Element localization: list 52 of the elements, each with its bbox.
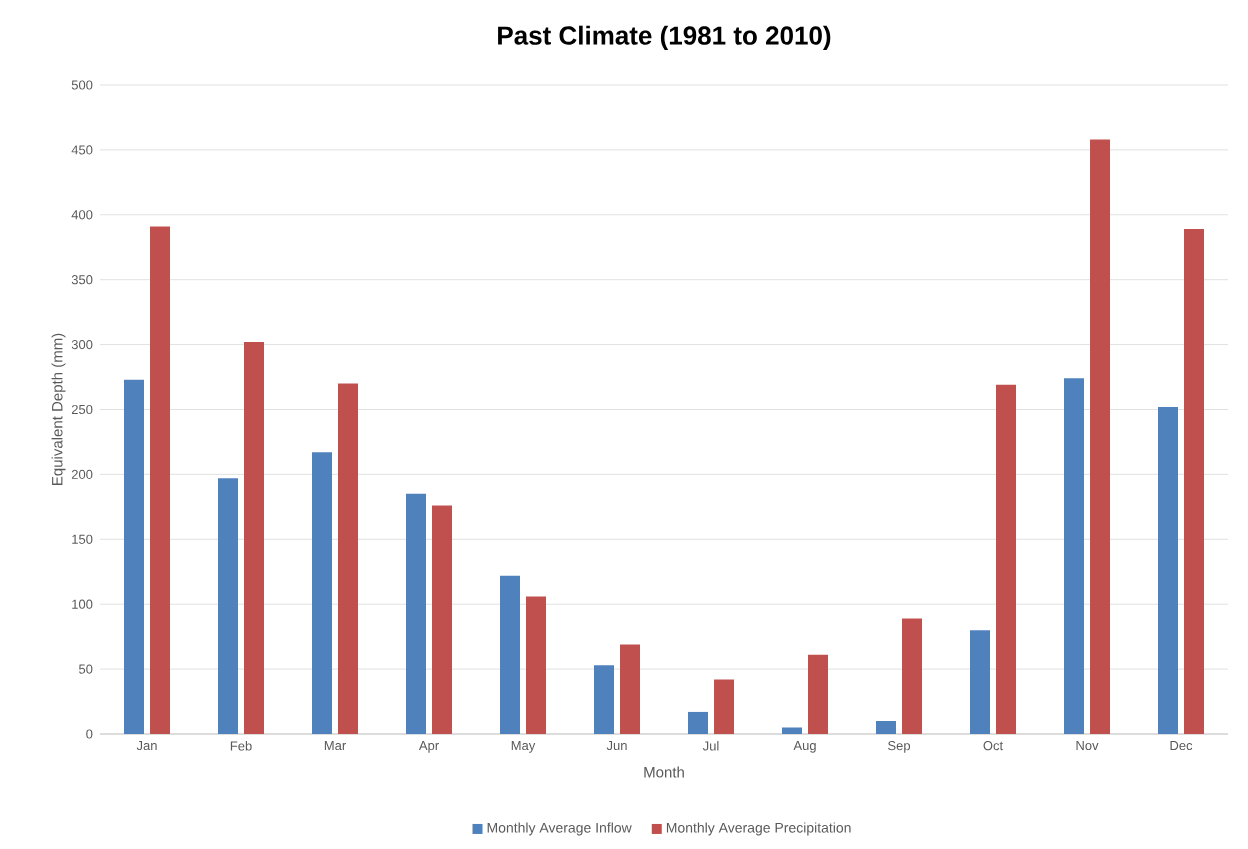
y-tick-label: 50 [79,664,93,674]
bar [714,679,735,734]
x-axis-title: Month [644,766,684,778]
x-tick-label: Oct [983,741,1004,751]
y-tick-label: 0 [86,729,93,739]
bar [688,711,709,734]
bar [124,379,144,734]
x-tick-label: May [511,741,536,753]
bar [1090,139,1111,734]
y-tick-label: 250 [71,404,93,415]
bar [620,644,641,734]
x-tick-label: Sep [888,741,911,753]
bar [526,596,547,734]
y-tick-label: 300 [71,340,93,350]
bar [500,575,520,734]
y-tick-label: 400 [71,210,93,220]
x-tick-label: Jan [136,741,157,751]
y-tick-label: 200 [71,469,93,479]
x-tick-label: Mar [324,741,346,751]
legend-label: Monthly Average Inflow [487,822,632,836]
bar [1064,378,1085,734]
legend-label: Monthly Average Precipitation [666,822,851,836]
y-tick-label: 150 [72,534,93,544]
x-tick-label: Apr [418,741,439,753]
bar [1184,229,1205,734]
bar [432,505,453,734]
bar [150,226,171,734]
x-tick-label: Jun [606,741,627,751]
y-tick-label: 350 [71,275,93,285]
bar [902,618,923,734]
x-tick-label: Dec [1170,741,1193,751]
bar [996,384,1017,734]
bar [218,478,239,734]
x-tick-label: Nov [1076,741,1099,751]
x-tick-label: Aug [793,741,816,753]
bar [808,654,828,734]
x-tick-label: Jul [702,741,719,751]
bar [876,721,897,734]
chart-title: Past Climate (1981 to 2010) [498,25,831,50]
x-tick-label: Feb [230,741,252,751]
y-axis-title: Equivalent Depth (mm) [51,333,66,485]
bar [406,493,427,734]
bar [338,383,358,734]
bar [970,630,991,734]
bar [312,452,333,734]
y-tick-label: 500 [71,80,93,90]
bar [594,665,614,734]
y-tick-label: 450 [71,145,93,155]
bar [1158,406,1179,734]
y-tick-label: 100 [72,599,93,609]
bar [244,341,264,734]
bar [782,727,803,734]
